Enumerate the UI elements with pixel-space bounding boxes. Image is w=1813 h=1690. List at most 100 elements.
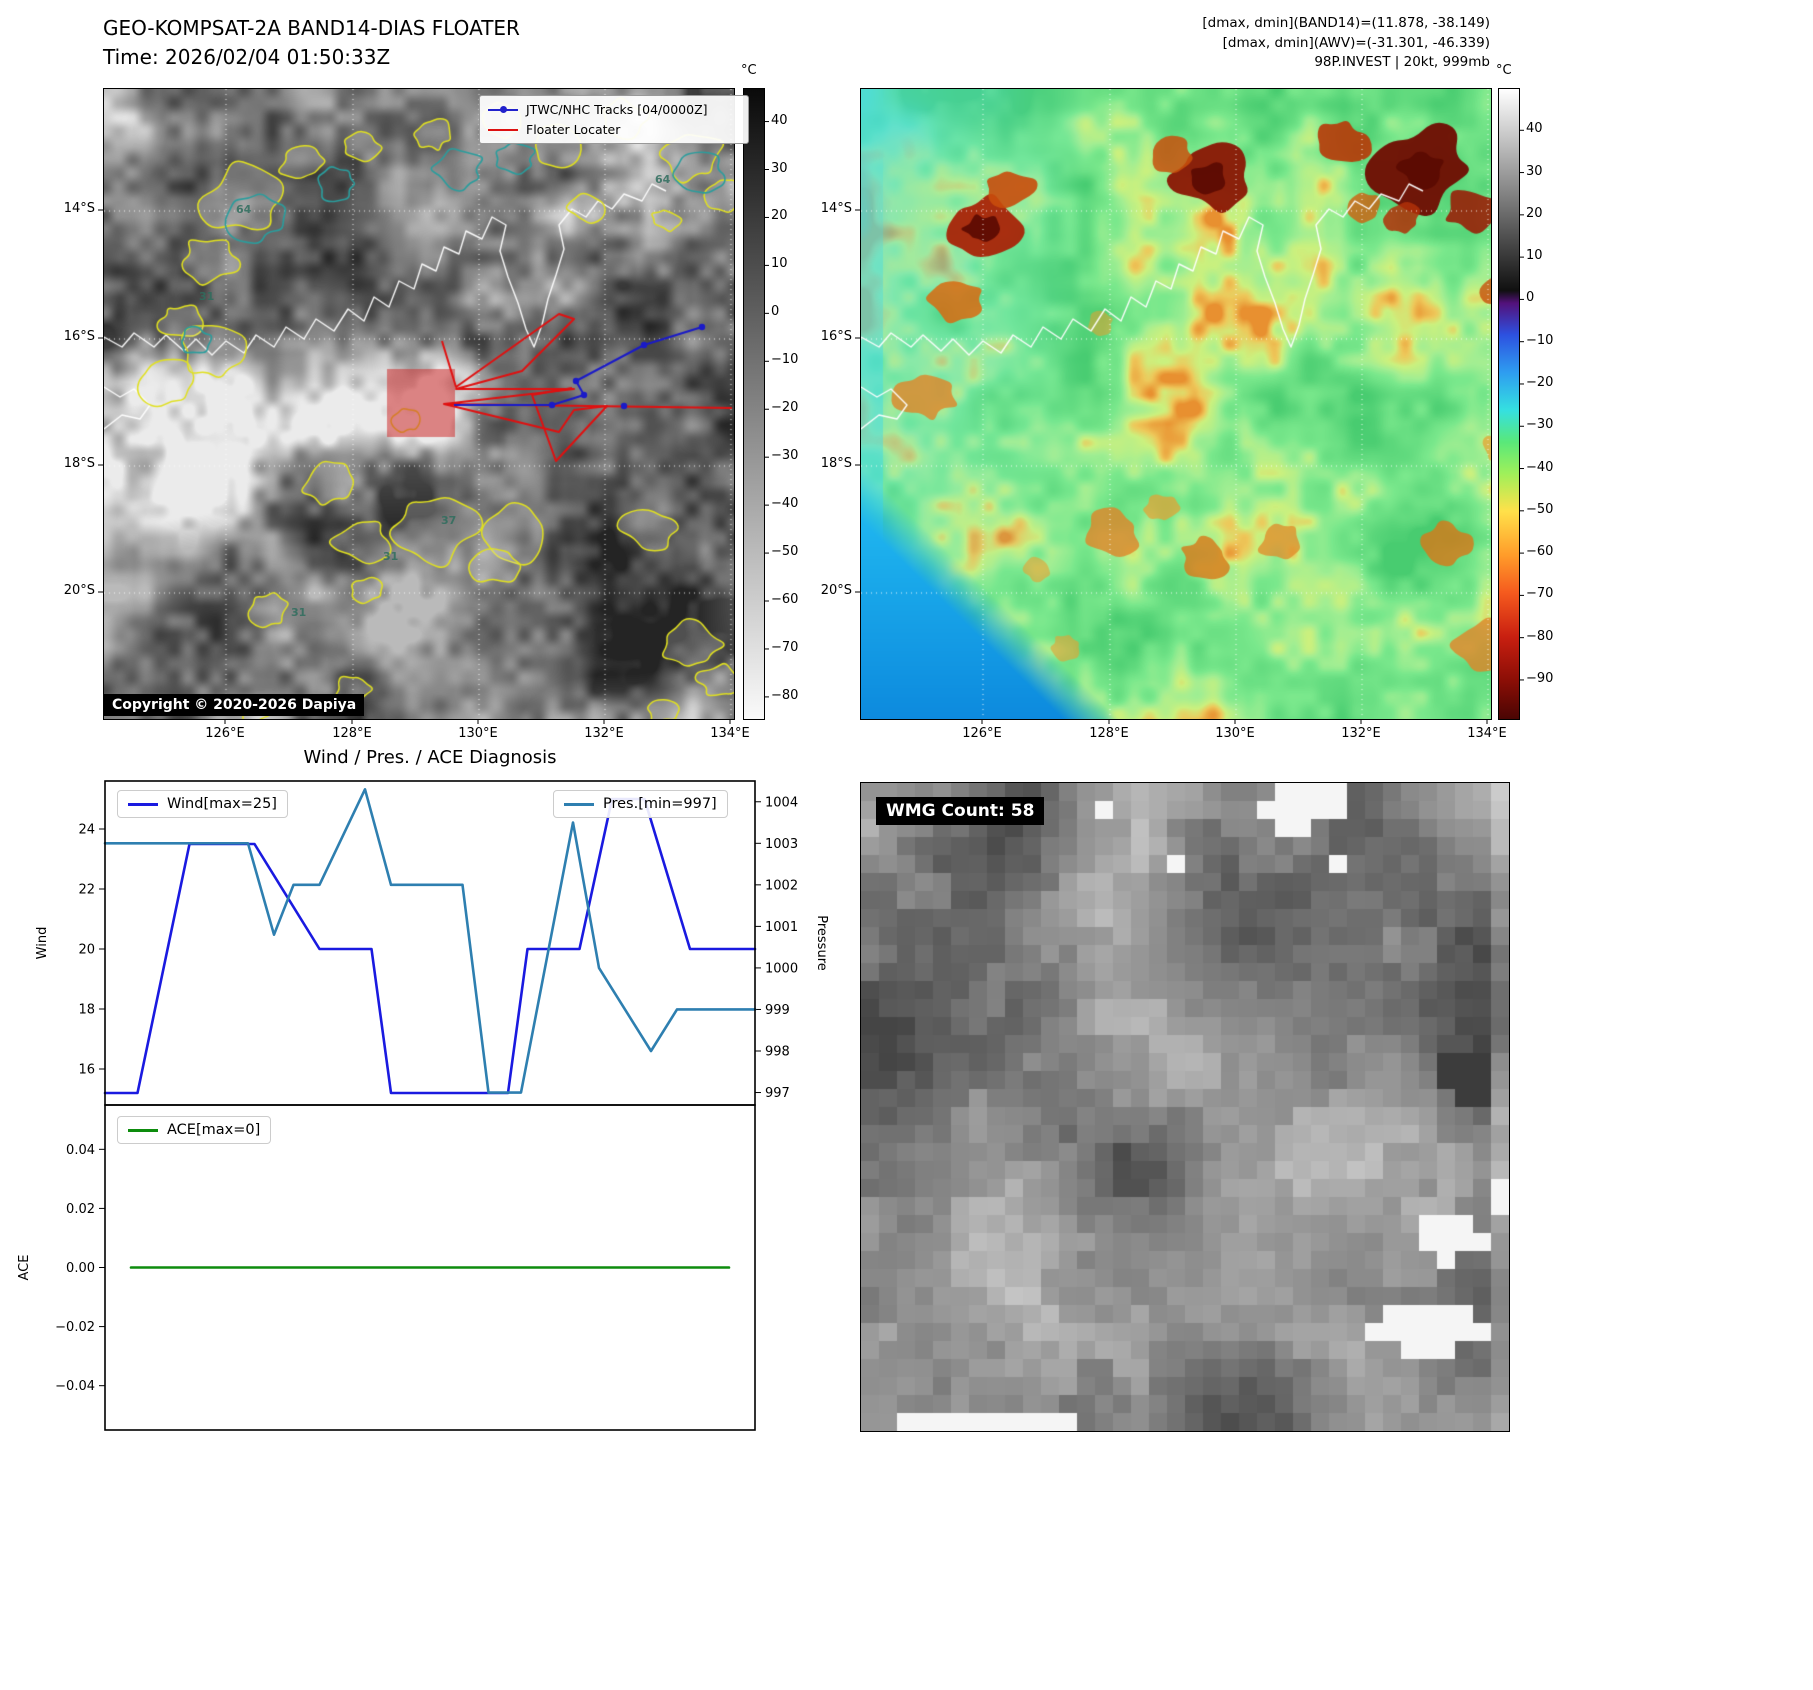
- floater-legend-label: Floater Locater: [526, 122, 621, 137]
- lon-tick-label: 132°E: [584, 726, 624, 741]
- colorbar-tick-label: −60: [771, 592, 799, 607]
- colorbar-tick-label: −40: [771, 496, 799, 512]
- svg-text:24: 24: [78, 823, 95, 838]
- colorbar-tick-label: 0: [1526, 290, 1535, 306]
- svg-text:0.04: 0.04: [66, 1143, 95, 1158]
- colorbar-tick-label: −20: [1526, 374, 1554, 390]
- band14-satellite-image: [103, 88, 735, 720]
- lon-tick-label: 126°E: [962, 726, 1002, 741]
- contour-value-label: 31: [291, 606, 307, 619]
- lon-tick-label: 126°E: [205, 726, 245, 741]
- lat-tick-label: 14°S: [820, 201, 852, 216]
- svg-text:1001: 1001: [765, 920, 798, 935]
- svg-text:Wind: Wind: [35, 927, 50, 960]
- svg-text:0.02: 0.02: [66, 1202, 95, 1217]
- contour-value-label: 64: [236, 203, 252, 216]
- colorbar-tick-label: −70: [771, 639, 799, 655]
- colorbar-tick-label: −10: [771, 352, 799, 368]
- lon-tick-label: 134°E: [1467, 726, 1507, 741]
- band14-title: GEO-KOMPSAT-2A BAND14-DIAS FLOATER: [103, 16, 520, 40]
- wmg-pixel-image: [860, 782, 1510, 1432]
- wind-legend-label: Wind[max=25]: [167, 796, 277, 812]
- colorbar-tick-label: 40: [1526, 121, 1543, 137]
- lon-tick-label: 130°E: [458, 726, 498, 741]
- ace-legend: ACE[max=0]: [117, 1116, 272, 1144]
- colorbar-tick-label: −60: [1526, 544, 1554, 560]
- pressure-line-swatch: [564, 802, 594, 806]
- colorbar-tick-label: −90: [1526, 670, 1554, 686]
- colorbar-tick-label: 10: [1526, 248, 1543, 264]
- svg-text:1003: 1003: [765, 837, 798, 852]
- ace-legend-label: ACE[max=0]: [167, 1122, 261, 1138]
- contour-value-label: 37: [441, 514, 457, 527]
- colorbar-tick-label: 20: [1526, 205, 1543, 221]
- colorbar-tick-label: −30: [1526, 417, 1554, 433]
- colorbar-tick-label: −80: [771, 687, 799, 703]
- copyright-label: Copyright © 2020-2026 Dapiya: [104, 694, 365, 716]
- colorbar-tick-label: −30: [771, 448, 799, 464]
- band14-colorbar-unit: °C: [741, 63, 757, 78]
- band14-colorbar: [743, 88, 765, 720]
- svg-text:20: 20: [78, 943, 95, 958]
- lat-tick-label: 18°S: [63, 456, 95, 471]
- track-dot-icon: [500, 105, 507, 113]
- awv-colorbar-unit: °C: [1496, 63, 1512, 78]
- colorbar-tick-label: −50: [771, 544, 799, 560]
- svg-text:1002: 1002: [765, 878, 798, 893]
- pressure-legend: Pres.[min=997]: [553, 790, 728, 818]
- svg-text:18: 18: [78, 1003, 95, 1018]
- legend-row-track: JTWC/NHC Tracks [04/0000Z]: [488, 102, 740, 117]
- ace-line-swatch: [128, 1128, 158, 1132]
- svg-text:998: 998: [765, 1045, 790, 1060]
- track-line-icon: [488, 105, 518, 113]
- contour-value-label: 31: [383, 550, 399, 563]
- lat-tick-label: 14°S: [63, 201, 95, 216]
- svg-text:1000: 1000: [765, 961, 798, 976]
- pressure-legend-label: Pres.[min=997]: [603, 796, 717, 812]
- track-legend: JTWC/NHC Tracks [04/0000Z] Floater Locat…: [479, 95, 749, 144]
- awv-header: [dmax, dmin](BAND14)=(11.878, -38.149) […: [900, 14, 1490, 73]
- svg-text:997: 997: [765, 1086, 790, 1101]
- floater-line-icon: [488, 128, 518, 131]
- colorbar-tick-label: 10: [771, 256, 788, 272]
- lon-tick-label: 128°E: [332, 726, 372, 741]
- colorbar-tick-label: 30: [1526, 163, 1543, 179]
- svg-text:999: 999: [765, 1003, 790, 1018]
- colorbar-tick-label: 0: [771, 304, 780, 320]
- colorbar-tick-label: −40: [1526, 459, 1554, 475]
- svg-text:ACE: ACE: [17, 1255, 32, 1281]
- lat-tick-label: 16°S: [820, 329, 852, 344]
- colorbar-tick-label: −20: [771, 400, 799, 416]
- legend-row-floater: Floater Locater: [488, 122, 740, 137]
- lat-tick-label: 18°S: [820, 456, 852, 471]
- awv-colorbar: [1498, 88, 1520, 720]
- svg-text:22: 22: [78, 883, 95, 898]
- dmax-dmin-awv-text: [dmax, dmin](AWV)=(-31.301, -46.339): [1222, 34, 1490, 51]
- svg-text:16: 16: [78, 1063, 95, 1078]
- lat-tick-label: 20°S: [820, 583, 852, 598]
- wind-legend: Wind[max=25]: [117, 790, 288, 818]
- wind-line-swatch: [128, 802, 158, 806]
- colorbar-tick-label: 20: [771, 208, 788, 224]
- track-legend-label: JTWC/NHC Tracks [04/0000Z]: [526, 102, 708, 117]
- contour-value-label: 31: [199, 290, 215, 303]
- lon-tick-label: 128°E: [1089, 726, 1129, 741]
- awv-satellite-image: [860, 88, 1492, 720]
- svg-text:−0.04: −0.04: [55, 1379, 95, 1394]
- wmg-count-label: WMG Count: 58: [876, 797, 1045, 825]
- colorbar-tick-label: 30: [771, 160, 788, 176]
- svg-text:0.00: 0.00: [66, 1261, 95, 1276]
- lon-tick-label: 132°E: [1341, 726, 1381, 741]
- colorbar-tick-label: −50: [1526, 501, 1554, 517]
- lat-tick-label: 16°S: [63, 329, 95, 344]
- contour-value-label: 64: [655, 173, 671, 186]
- colorbar-tick-label: −70: [1526, 586, 1554, 602]
- band14-timestamp: Time: 2026/02/04 01:50:33Z: [103, 45, 391, 69]
- diagnosis-title: Wind / Pres. / ACE Diagnosis: [303, 747, 557, 768]
- lon-tick-label: 134°E: [710, 726, 750, 741]
- svg-text:1004: 1004: [765, 795, 798, 810]
- svg-text:−0.02: −0.02: [55, 1320, 95, 1335]
- lat-tick-label: 20°S: [63, 583, 95, 598]
- svg-text:Pressure: Pressure: [814, 915, 829, 971]
